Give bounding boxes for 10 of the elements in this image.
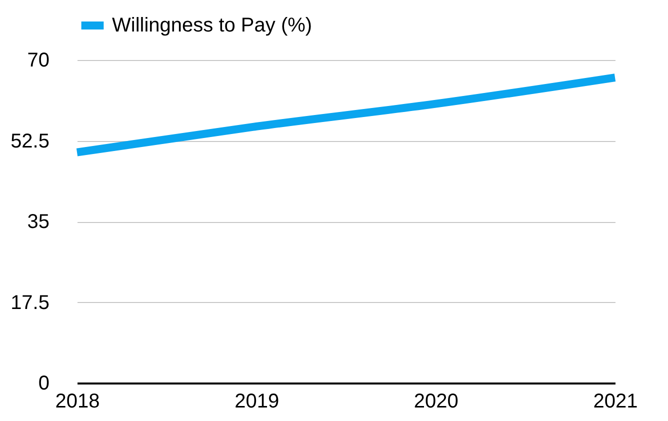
legend-label: Willingness to Pay (%)	[112, 14, 312, 36]
x-tick-label: 2021	[593, 390, 638, 412]
y-tick-label: 17.5	[10, 292, 50, 314]
y-tick-label: 35	[27, 211, 50, 233]
x-tick-label: 2018	[55, 390, 100, 412]
x-tick-label: 2019	[234, 390, 280, 412]
y-tick-label: 0	[38, 372, 50, 394]
y-tick-label: 52.5	[10, 130, 50, 152]
y-tick-label: 70	[27, 50, 50, 72]
x-tick-label: 2020	[414, 390, 458, 412]
